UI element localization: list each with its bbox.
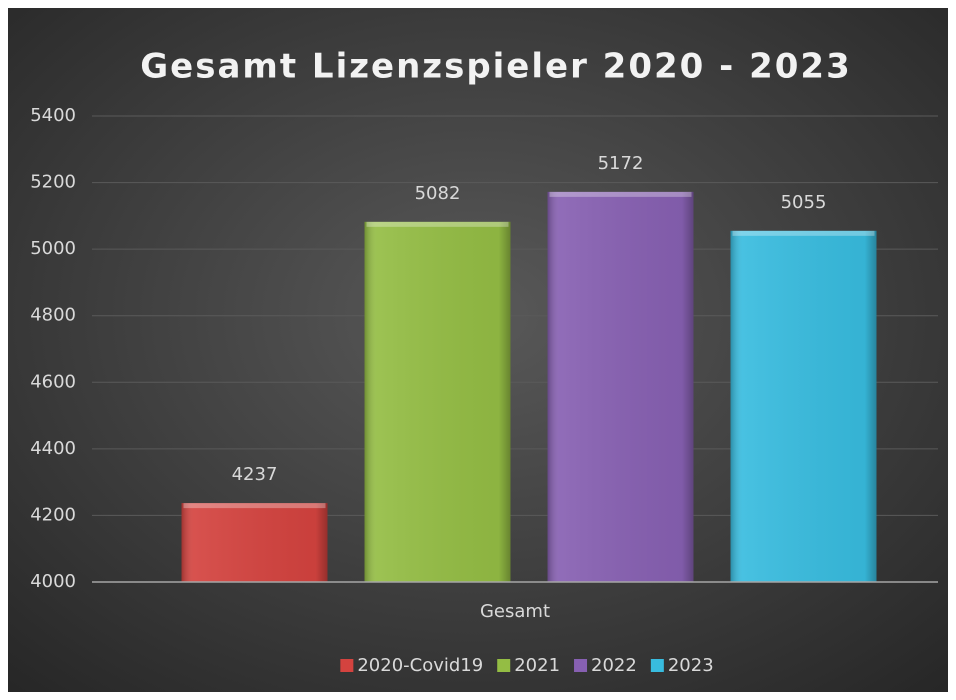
y-tick-label: 4800 <box>30 305 76 326</box>
legend-swatch <box>340 659 354 672</box>
y-tick-label: 4400 <box>30 438 76 459</box>
legend-label: 2021 <box>514 655 560 676</box>
bar-bevel <box>183 503 326 509</box>
legend-swatch <box>574 659 588 672</box>
legend-label: 2022 <box>591 655 637 676</box>
bar-shade <box>181 503 328 582</box>
y-tick-label: 5000 <box>30 238 76 259</box>
bar-shade <box>547 191 694 583</box>
data-label: 5172 <box>598 153 644 174</box>
bar-shade <box>364 221 511 582</box>
bar-bevel <box>549 191 692 197</box>
bar-bevel <box>732 230 875 236</box>
y-tick-label: 4000 <box>30 571 76 592</box>
data-label: 5082 <box>415 183 461 204</box>
chart-title: Gesamt Lizenzspieler 2020 - 2023 <box>140 47 851 87</box>
y-tick-label: 4200 <box>30 504 76 525</box>
y-tick-label: 5200 <box>30 172 76 193</box>
x-tick-label: Gesamt <box>480 601 550 622</box>
legend-label: 2020-Covid19 <box>357 655 483 676</box>
legend-swatch <box>650 659 664 672</box>
data-label: 5055 <box>781 192 827 213</box>
y-tick-label: 4600 <box>30 371 76 392</box>
bar-shade <box>730 230 877 583</box>
bar-bevel <box>366 221 509 227</box>
legend-label: 2023 <box>668 655 714 676</box>
legend-swatch <box>497 659 511 672</box>
y-tick-label: 5400 <box>30 105 76 126</box>
data-label: 4237 <box>232 464 278 485</box>
